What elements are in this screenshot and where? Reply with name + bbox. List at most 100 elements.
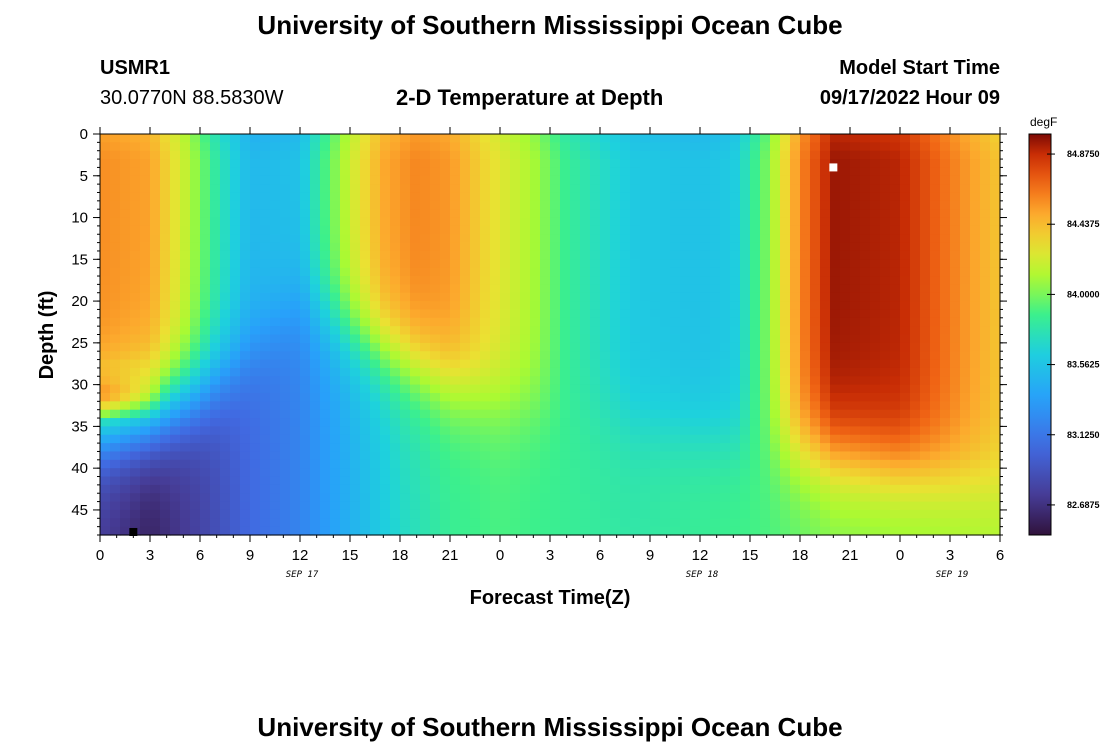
- heatmap-cell: [830, 134, 841, 143]
- heatmap-cell: [730, 334, 741, 344]
- heatmap-cell: [620, 200, 631, 210]
- heatmap-cell: [760, 184, 771, 194]
- heatmap-cell: [630, 367, 641, 377]
- heatmap-cell: [800, 334, 811, 344]
- heatmap-cell: [960, 217, 971, 227]
- heatmap-cell: [440, 326, 451, 336]
- heatmap-cell: [390, 392, 401, 402]
- heatmap-cell: [520, 317, 531, 327]
- heatmap-cell: [660, 418, 671, 427]
- heatmap-cell: [630, 376, 641, 386]
- heatmap-cell: [130, 209, 141, 219]
- heatmap-cell: [670, 426, 681, 436]
- heatmap-cell: [110, 409, 121, 419]
- heatmap-cell: [610, 317, 621, 327]
- heatmap-cell: [250, 367, 261, 377]
- heatmap-cell: [990, 351, 1001, 361]
- heatmap-cell: [500, 317, 511, 327]
- heatmap-cell: [650, 150, 661, 160]
- heatmap-cell: [500, 159, 511, 169]
- heatmap-cell: [120, 200, 131, 210]
- heatmap-cell: [830, 443, 841, 453]
- heatmap-cell: [820, 526, 831, 536]
- heatmap-cell: [830, 309, 841, 319]
- heatmap-cell: [900, 493, 911, 503]
- heatmap-cell: [710, 426, 721, 436]
- heatmap-cell: [130, 418, 141, 427]
- heatmap-cell: [110, 451, 121, 461]
- heatmap-cell: [200, 493, 211, 503]
- heatmap-cell: [880, 184, 891, 194]
- heatmap-cell: [620, 384, 631, 394]
- heatmap-cell: [720, 451, 731, 461]
- heatmap-cell: [360, 284, 371, 294]
- heatmap-cell: [320, 259, 331, 269]
- heatmap-cell: [540, 459, 551, 469]
- heatmap-cell: [430, 259, 441, 269]
- heatmap-cell: [930, 443, 941, 453]
- heatmap-cell: [890, 309, 901, 319]
- heatmap-cell: [900, 468, 911, 478]
- heatmap-cell: [280, 301, 291, 311]
- heatmap-cell: [400, 242, 411, 252]
- heatmap-cell: [880, 401, 891, 411]
- heatmap-cell: [460, 392, 471, 402]
- y-tick-label: 5: [80, 168, 88, 185]
- heatmap-cell: [740, 334, 751, 344]
- heatmap-cell: [750, 342, 761, 352]
- heatmap-cell: [290, 426, 301, 436]
- heatmap-cell: [670, 267, 681, 277]
- heatmap-cell: [200, 159, 211, 169]
- heatmap-cell: [650, 459, 661, 469]
- heatmap-cell: [370, 192, 381, 202]
- heatmap-cell: [750, 250, 761, 260]
- heatmap-cell: [920, 384, 931, 394]
- heatmap-cell: [940, 443, 951, 453]
- heatmap-cell: [520, 418, 531, 427]
- heatmap-cell: [510, 376, 521, 386]
- heatmap-cell: [900, 225, 911, 235]
- heatmap-cell: [970, 259, 981, 269]
- heatmap-cell: [390, 443, 401, 453]
- heatmap-cell: [390, 250, 401, 260]
- heatmap-cell: [330, 284, 341, 294]
- heatmap-cell: [550, 376, 561, 386]
- heatmap-cell: [270, 434, 281, 444]
- heatmap-cell: [460, 259, 471, 269]
- heatmap-cell: [540, 334, 551, 344]
- heatmap-cell: [320, 468, 331, 478]
- heatmap-cell: [340, 493, 351, 503]
- heatmap-cell: [560, 493, 571, 503]
- heatmap-cell: [780, 509, 791, 519]
- heatmap-cell: [390, 409, 401, 419]
- heatmap-cell: [550, 317, 561, 327]
- heatmap-cell: [800, 401, 811, 411]
- heatmap-cell: [360, 200, 371, 210]
- marker-min: [129, 528, 138, 536]
- heatmap-cell: [420, 225, 431, 235]
- heatmap-cell: [210, 434, 221, 444]
- heatmap-cell: [130, 518, 141, 528]
- heatmap-cell: [590, 134, 601, 143]
- heatmap-cell: [790, 509, 801, 519]
- heatmap-cell: [410, 242, 421, 252]
- heatmap-cell: [910, 509, 921, 519]
- heatmap-cell: [860, 484, 871, 494]
- heatmap-cell: [530, 434, 541, 444]
- heatmap-cell: [570, 217, 581, 227]
- heatmap-cell: [280, 142, 291, 152]
- heatmap-cell: [630, 409, 641, 419]
- heatmap-cell: [280, 234, 291, 244]
- heatmap-cell: [840, 484, 851, 494]
- heatmap-cell: [700, 284, 711, 294]
- heatmap-cell: [180, 292, 191, 302]
- heatmap-cell: [260, 401, 271, 411]
- heatmap-cell: [140, 409, 151, 419]
- heatmap-cell: [380, 401, 391, 411]
- heatmap-cell: [180, 134, 191, 143]
- heatmap-cell: [180, 284, 191, 294]
- heatmap-cell: [750, 376, 761, 386]
- heatmap-cell: [860, 217, 871, 227]
- heatmap-cell: [600, 142, 611, 152]
- heatmap-cell: [850, 159, 861, 169]
